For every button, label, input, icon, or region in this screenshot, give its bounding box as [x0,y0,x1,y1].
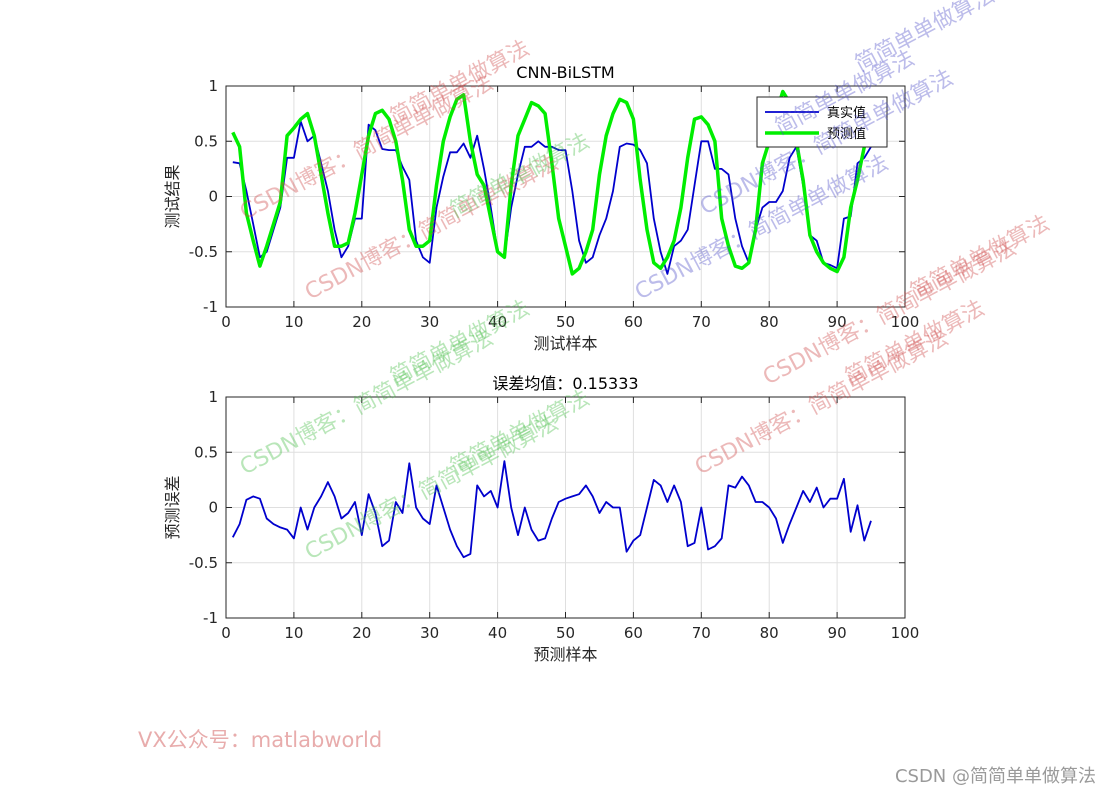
x-tick-label: 20 [352,313,371,331]
y-axis-label: 预测误差 [163,475,182,539]
chart-title: CNN-BiLSTM [516,63,614,82]
x-tick-label: 100 [891,624,920,642]
x-tick-label: 90 [828,313,847,331]
y-tick-label: -0.5 [189,243,218,261]
y-tick-label: 0.5 [194,443,218,461]
y-tick-label: -1 [203,298,218,316]
x-axis-label: 测试样本 [533,334,597,353]
x-tick-label: 30 [420,313,439,331]
x-tick-label: 80 [760,313,779,331]
x-tick-label: 40 [488,313,507,331]
legend-label-0: 真实值 [827,105,866,121]
y-tick-label: -0.5 [189,554,218,572]
x-tick-label: 50 [556,313,575,331]
x-tick-label: 40 [488,624,507,642]
x-tick-label: 10 [284,313,303,331]
x-tick-label: 10 [284,624,303,642]
y-tick-label: 1 [208,388,218,406]
series-line-0-1 [231,89,873,276]
watermark-text-6: 简简单单做算法 [851,0,999,77]
series-line-0-0 [232,120,872,275]
legend-label-1: 预测值 [827,126,866,142]
chart-title: 误差均值：0.15333 [492,374,638,393]
x-tick-label: 90 [828,624,847,642]
x-tick-label: 80 [760,624,779,642]
series-line-1-0 [231,460,872,559]
y-tick-label: 1 [208,77,218,95]
x-tick-label: 50 [556,624,575,642]
legend-box [756,96,888,148]
prediction-error-chart: 0 10 20 30 40 50 60 70 80 90 100 -1 -0.5 0 0.5 1 误差均值：0.… [163,374,919,664]
watermark-text-8: 简简单单做算法 [906,211,1054,305]
x-tick-label: 0 [221,313,231,331]
y-axis-label: 测试结果 [163,164,182,228]
y-tick-label: 0 [208,188,218,206]
footer-csdn-credit: CSDN @简简单单做算法 [894,766,1096,787]
x-tick-label: 70 [692,624,711,642]
x-tick-label: 100 [891,313,920,331]
x-axis-label: 预测样本 [533,645,597,664]
x-tick-label: 60 [624,624,643,642]
y-tick-label: 0 [208,499,218,517]
y-tick-label: 0.5 [194,132,218,150]
x-tick-label: 30 [420,624,439,642]
x-tick-label: 20 [352,624,371,642]
x-tick-label: 60 [624,313,643,331]
y-tick-label: -1 [203,609,218,627]
footer-vx-account: VX公众号：matlabworld [138,728,383,752]
x-tick-label: 70 [692,313,711,331]
x-tick-label: 0 [221,624,231,642]
